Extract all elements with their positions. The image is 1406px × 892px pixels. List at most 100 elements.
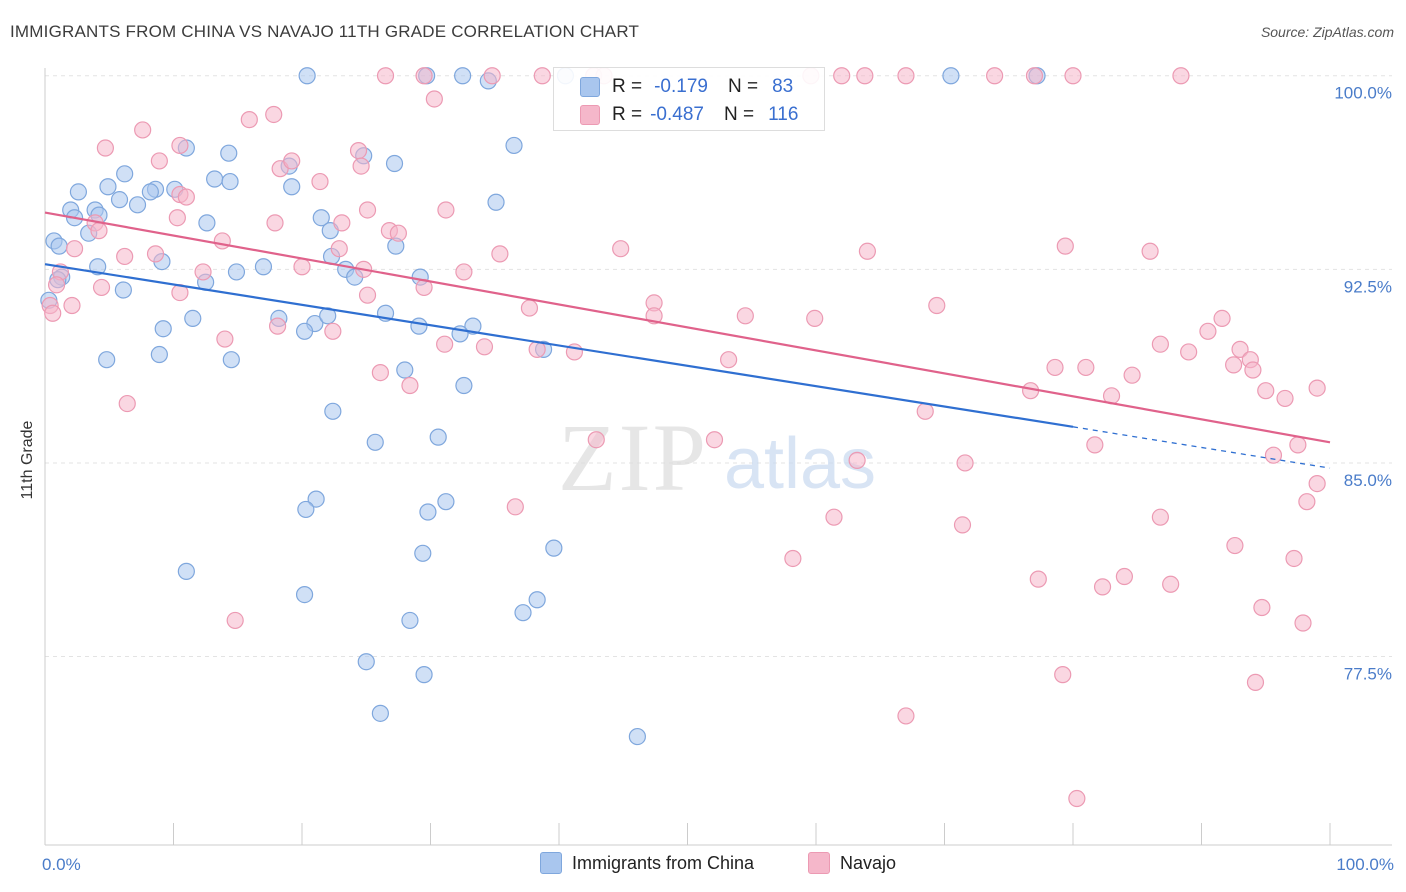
scatter-point	[168, 209, 186, 227]
scatter-point	[1172, 67, 1190, 85]
scatter-point	[784, 549, 802, 568]
scatter-point	[226, 611, 244, 630]
scatter-point	[89, 258, 107, 276]
scatter-point	[1246, 673, 1265, 691]
scatter-point	[1213, 309, 1231, 327]
scatter-point	[1162, 575, 1180, 593]
scatter-point	[1029, 570, 1047, 588]
scatter-point	[455, 376, 473, 395]
scatter-point	[99, 178, 117, 196]
series-legend: Immigrants from China Navajo	[0, 850, 1406, 880]
legend-row-navajo: R = -0.487 N = 116	[612, 103, 798, 127]
legend-item-navajo[interactable]: Navajo	[808, 852, 896, 874]
scatter-point	[514, 604, 532, 622]
trend-line-navajo	[44, 211, 1331, 444]
scatter-point	[545, 539, 563, 557]
scatter-point	[491, 245, 509, 263]
scatter-point	[483, 67, 501, 85]
scatter-point	[371, 704, 389, 722]
legend-swatch-navajo	[808, 852, 830, 874]
scatter-point	[90, 222, 108, 240]
scatter-point	[154, 320, 172, 338]
series-china-points	[40, 67, 1046, 746]
scatter-point	[475, 338, 494, 356]
scatter-point	[312, 209, 330, 227]
legend-item-china[interactable]: Immigrants from China	[540, 852, 754, 874]
scatter-point	[856, 67, 874, 85]
legend-swatch-navajo	[580, 105, 600, 125]
scatter-point	[352, 157, 370, 175]
scatter-point	[358, 286, 377, 304]
scatter-point	[956, 454, 974, 472]
legend-row-china: R = -0.179 N = 83	[612, 75, 793, 99]
scatter-point	[118, 394, 136, 413]
scatter-point	[297, 500, 315, 519]
scatter-point	[1056, 237, 1074, 255]
scatter-point	[1294, 614, 1312, 632]
scatter-point	[425, 90, 443, 108]
scatter-point	[69, 183, 88, 201]
scatter-point	[389, 224, 407, 242]
scatter-point	[110, 191, 129, 209]
x-tick-labels: 0.0% 100.0%	[42, 855, 1394, 874]
scatter-point	[487, 193, 505, 211]
scatter-point	[184, 309, 202, 327]
scatter-point	[897, 707, 915, 725]
scatter-point	[1225, 356, 1243, 374]
scatter-point	[141, 183, 159, 201]
scatter-point	[848, 451, 866, 469]
scatter-point	[1077, 358, 1095, 377]
scatter-point	[415, 67, 433, 85]
scatter-point	[897, 67, 915, 85]
scatter-point	[419, 503, 437, 521]
scatter-point	[833, 67, 851, 85]
scatter-point	[928, 296, 946, 315]
scatter-point	[705, 431, 724, 449]
chart-title: IMMIGRANTS FROM CHINA VS NAVAJO 11TH GRA…	[10, 22, 640, 41]
scatter-point	[1231, 340, 1249, 358]
correlation-legend: R = -0.179 N = 83 R = -0.487 N = 116	[553, 67, 825, 131]
scatter-point	[150, 345, 168, 364]
scatter-point	[1289, 436, 1307, 454]
scatter-point	[1068, 789, 1086, 808]
legend-r-value-navajo: -0.487	[650, 104, 704, 125]
scatter-point	[385, 154, 404, 173]
scatter-point	[858, 242, 877, 260]
scatter-point	[533, 67, 551, 85]
scatter-point	[1141, 242, 1159, 260]
scatter-point	[177, 562, 195, 580]
scatter-point	[324, 402, 342, 420]
scatter-point	[50, 237, 68, 255]
scatter-point	[401, 376, 419, 395]
scatter-point	[371, 364, 389, 382]
scatter-point	[92, 278, 111, 297]
scatter-point	[1151, 508, 1169, 526]
scatter-point	[307, 490, 325, 508]
scatter-point	[298, 67, 316, 85]
scatter-point	[358, 201, 377, 219]
scatter-point	[986, 67, 1004, 85]
legend-swatch-china	[540, 852, 562, 874]
scatter-point	[295, 322, 314, 340]
scatter-point	[376, 67, 395, 85]
scatter-point	[221, 172, 239, 191]
scatter-point	[1064, 67, 1082, 85]
scatter-point	[454, 67, 472, 85]
scatter-point	[1285, 549, 1303, 568]
scatter-point	[65, 240, 84, 258]
y-tick-labels: 100.0% 92.5% 85.0% 77.5%	[1334, 84, 1392, 684]
scatter-point	[1046, 358, 1064, 377]
scatter-point	[506, 498, 524, 516]
legend-swatch-china	[580, 77, 600, 97]
legend-n-value-navajo: 116	[768, 104, 799, 125]
scatter-point	[505, 136, 523, 155]
scatter-point	[396, 361, 414, 379]
trend-line-china-extension	[1072, 426, 1331, 469]
scatter-point	[1308, 379, 1326, 397]
watermark: ZIP atlas	[558, 404, 876, 511]
scatter-point	[942, 67, 960, 85]
source-label: Source: ZipAtlas.com	[1260, 24, 1394, 40]
watermark-zip: ZIP	[558, 404, 708, 511]
scatter-point	[198, 214, 216, 232]
scatter-point	[171, 136, 189, 155]
